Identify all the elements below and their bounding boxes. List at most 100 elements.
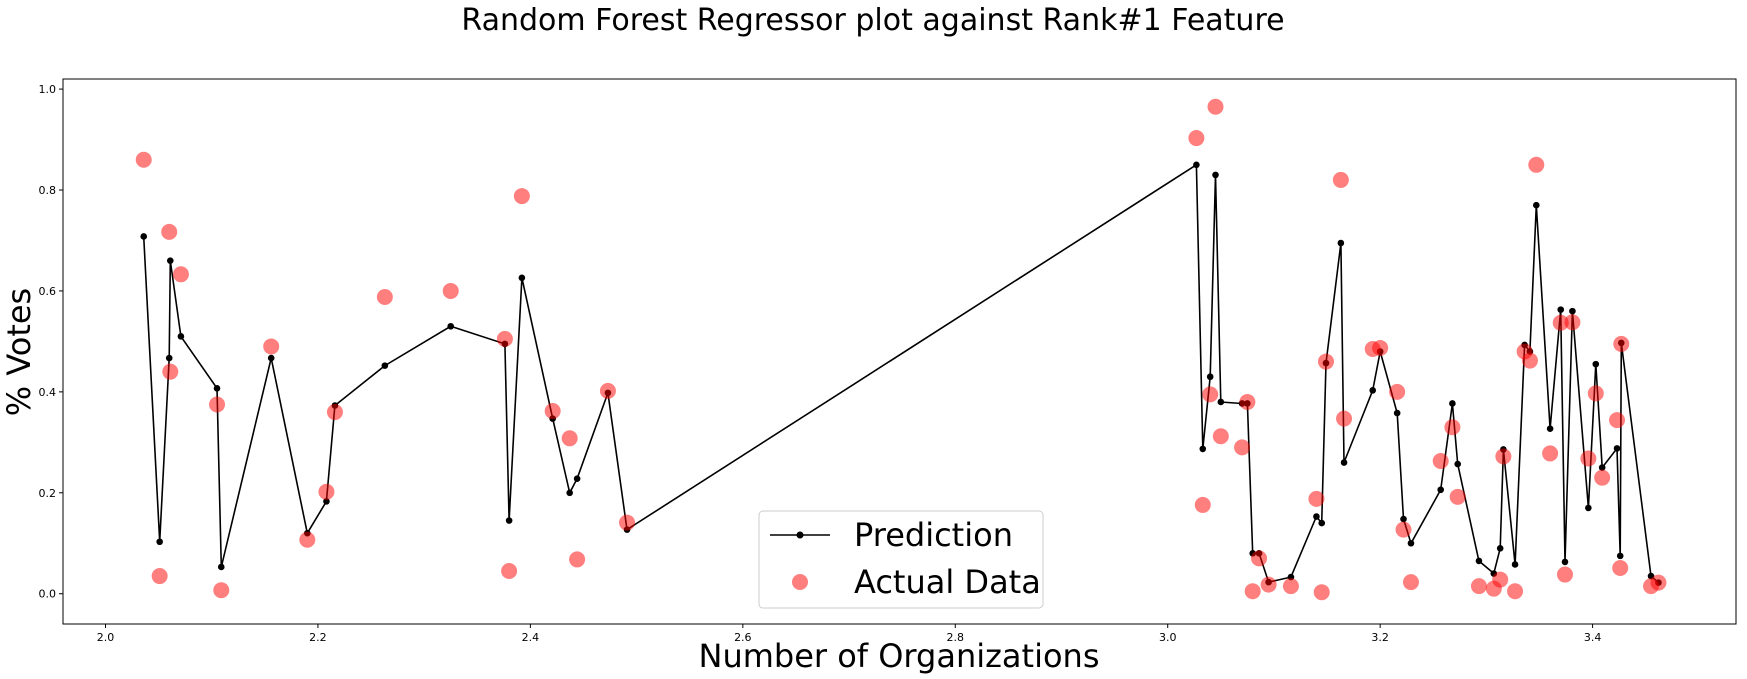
actual-data-point (1332, 171, 1349, 188)
actual-data-point (1432, 453, 1449, 470)
actual-data-point (1336, 410, 1353, 427)
actual-data-point (1552, 314, 1569, 331)
legend-prediction-label: Prediction (854, 516, 1013, 554)
prediction-point (1318, 519, 1326, 527)
actual-data-point (1317, 353, 1334, 370)
actual-data-point (1564, 314, 1581, 331)
actual-data-point (1613, 335, 1630, 352)
x-tick-label: 2.8 (947, 631, 965, 644)
actual-data-point (1313, 584, 1330, 601)
prediction-point (566, 489, 573, 497)
actual-data-point (1251, 550, 1268, 567)
prediction-point (267, 354, 275, 362)
y-tick-label: 1.0 (39, 83, 57, 96)
y-tick-label: 0.0 (39, 588, 57, 601)
prediction-point (1313, 513, 1320, 520)
prediction-point (1569, 307, 1576, 315)
prediction-point (217, 563, 225, 571)
prediction-point (573, 475, 581, 482)
prediction-point (1496, 545, 1504, 552)
actual-data-point (299, 531, 316, 548)
actual-data-point (599, 382, 616, 399)
prediction-point (1475, 557, 1483, 565)
y-axis-ticks: 0.0 0.2 0.4 0.6 0.8 1.0 (39, 83, 63, 601)
prediction-point (1199, 445, 1207, 453)
x-tick-label: 2.2 (309, 631, 327, 644)
actual-data-point (1207, 98, 1224, 115)
actual-data-point (1234, 439, 1251, 456)
x-tick-label: 3.4 (1584, 631, 1602, 644)
chart-title: Random Forest Regressor plot against Ran… (461, 3, 1284, 38)
prediction-point (1592, 360, 1600, 368)
actual-data-point (1212, 428, 1229, 445)
actual-data-point (318, 483, 335, 500)
actual-data-point (1308, 490, 1325, 507)
actual-data-point (1202, 386, 1219, 403)
prediction-point (1546, 425, 1554, 433)
prediction-point (1511, 561, 1519, 568)
actual-data-point (209, 396, 226, 413)
actual-data-point (1594, 469, 1611, 486)
prediction-point (1585, 504, 1592, 512)
actual-data-point (501, 563, 518, 580)
actual-data-point (1402, 574, 1419, 591)
prediction-point (156, 538, 163, 546)
prediction-point (447, 322, 455, 330)
y-tick-label: 0.4 (39, 386, 57, 399)
actual-data-point (161, 223, 178, 240)
prediction-point (381, 362, 389, 369)
actual-data-point (1612, 559, 1629, 576)
actual-data-point (376, 289, 393, 305)
actual-data-point (496, 330, 513, 347)
prediction-point (213, 385, 221, 392)
actual-data-point (1650, 574, 1667, 591)
prediction-point (1337, 239, 1345, 247)
y-tick-label: 0.6 (39, 285, 57, 298)
x-tick-label: 3.2 (1371, 631, 1389, 644)
prediction-point (1212, 171, 1219, 179)
actual-data-point (1470, 578, 1487, 595)
x-tick-label: 2.4 (522, 631, 540, 644)
actual-data-point (172, 266, 189, 283)
prediction-point (1557, 306, 1565, 313)
actual-data-series (135, 98, 1667, 601)
actual-data-point (1609, 412, 1626, 429)
x-axis-ticks: 2.0 2.2 2.4 2.6 2.8 3.0 3.2 3.4 (97, 624, 1602, 644)
prediction-point (165, 354, 173, 362)
prediction-point (1193, 161, 1200, 169)
prediction-point (1217, 398, 1225, 406)
prediction-point (1437, 486, 1445, 494)
actual-data-point (1395, 521, 1412, 538)
prediction-point (1613, 445, 1621, 452)
actual-data-point (1372, 339, 1389, 356)
actual-data-point (1194, 496, 1211, 513)
prediction-point (1616, 552, 1624, 560)
actual-data-point (162, 363, 179, 380)
actual-data-point (569, 551, 586, 568)
actual-data-point (1556, 566, 1573, 583)
prediction-point (1206, 373, 1214, 381)
prediction-point (1400, 515, 1407, 523)
actual-data-point (1507, 583, 1524, 600)
actual-data-point (1492, 571, 1509, 588)
actual-data-point (513, 188, 530, 205)
actual-data-point (1389, 383, 1406, 400)
prediction-point (1449, 400, 1456, 407)
actual-data-point (442, 282, 459, 299)
prediction-point (1454, 460, 1461, 468)
actual-data-point (1449, 488, 1466, 505)
actual-data-point (213, 582, 230, 599)
actual-data-point (1495, 448, 1512, 465)
actual-data-point (326, 404, 343, 421)
actual-data-point (263, 338, 280, 355)
y-axis-label: % Votes (0, 288, 38, 416)
prediction-point (177, 333, 185, 340)
prediction-point (1407, 539, 1415, 547)
legend-actual-marker (792, 574, 808, 590)
prediction-point (166, 257, 174, 264)
actual-data-point (1188, 130, 1205, 147)
prediction-point (518, 274, 526, 282)
x-tick-label: 2.6 (734, 631, 752, 644)
actual-data-point (1260, 576, 1277, 593)
